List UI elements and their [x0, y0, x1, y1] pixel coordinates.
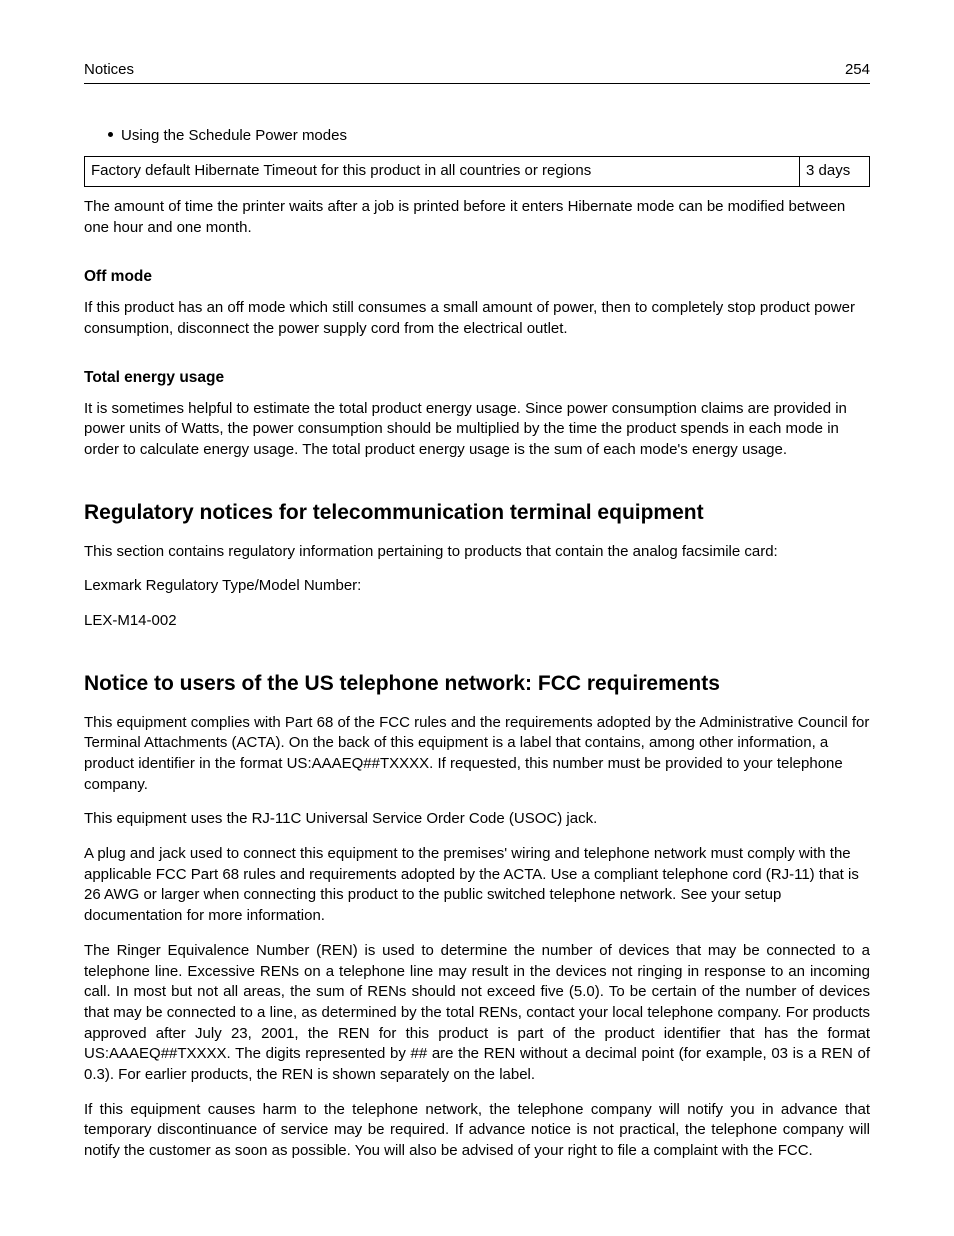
page-header: Notices 254: [84, 60, 870, 84]
fcc-p4: The Ringer Equivalence Number (REN) is u…: [84, 941, 870, 1086]
header-page-number: 254: [845, 60, 870, 81]
off-mode-heading: Off mode: [84, 266, 870, 287]
hibernate-table: Factory default Hibernate Timeout for th…: [84, 156, 870, 187]
energy-heading: Total energy usage: [84, 367, 870, 388]
regulatory-p2: Lexmark Regulatory Type/Model Number:: [84, 576, 870, 597]
fcc-p5: If this equipment causes harm to the tel…: [84, 1100, 870, 1162]
off-mode-body: If this product has an off mode which st…: [84, 298, 870, 339]
table-row: Factory default Hibernate Timeout for th…: [85, 157, 870, 187]
regulatory-p3: LEX-M14-002: [84, 611, 870, 632]
bullet-icon: [108, 132, 113, 137]
fcc-p2: This equipment uses the RJ-11C Universal…: [84, 809, 870, 830]
hibernate-paragraph: The amount of time the printer waits aft…: [84, 197, 870, 238]
regulatory-p1: This section contains regulatory informa…: [84, 542, 870, 563]
regulatory-heading: Regulatory notices for telecommunication…: [84, 499, 870, 528]
energy-body: It is sometimes helpful to estimate the …: [84, 399, 870, 461]
fcc-p3: A plug and jack used to connect this equ…: [84, 844, 870, 927]
table-label-cell: Factory default Hibernate Timeout for th…: [85, 157, 800, 187]
bullet-text: Using the Schedule Power modes: [121, 127, 347, 144]
fcc-heading: Notice to users of the US telephone netw…: [84, 670, 870, 699]
header-left: Notices: [84, 60, 134, 81]
bullet-item: Using the Schedule Power modes: [108, 126, 870, 147]
fcc-p1: This equipment complies with Part 68 of …: [84, 713, 870, 796]
table-value-cell: 3 days: [800, 157, 870, 187]
